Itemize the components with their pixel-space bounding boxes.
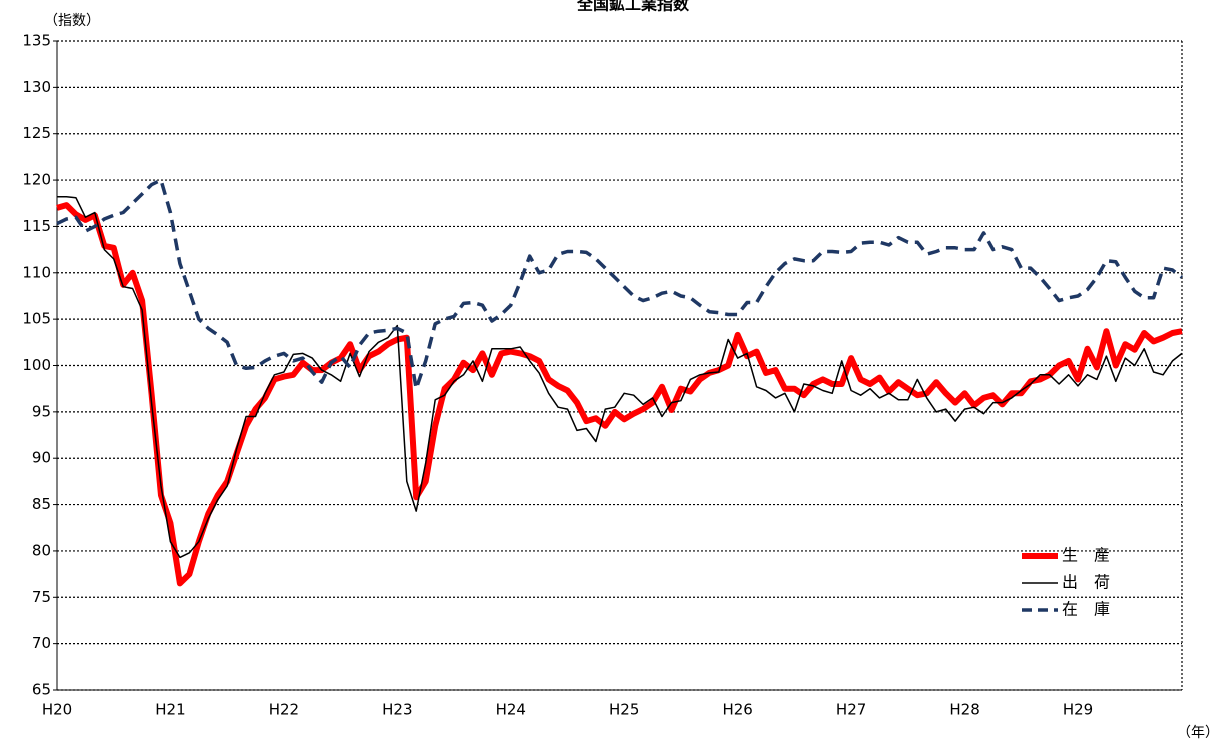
x-tick-label: H24	[496, 701, 526, 719]
x-tick-label: H23	[382, 701, 412, 719]
y-tick-label: 125	[22, 124, 51, 142]
y-tick-label: 105	[22, 310, 51, 328]
series-line	[57, 196, 1183, 559]
x-tick-label: H27	[836, 701, 866, 719]
x-tick-label: H20	[42, 701, 72, 719]
y-tick-label: 115	[22, 217, 51, 235]
chart-title: 全国鉱工業指数	[576, 0, 690, 14]
y-tick-label: 100	[22, 356, 51, 374]
x-tick-label: H21	[155, 701, 185, 719]
y-tick-label: 70	[32, 634, 51, 652]
y-tick-label: 120	[22, 171, 51, 189]
x-axis-label: （年）	[1177, 725, 1219, 741]
y-tick-label: 90	[32, 449, 51, 467]
x-tick-label: H22	[269, 701, 299, 719]
y-tick-label: 110	[22, 263, 51, 281]
x-tick-label: H28	[949, 701, 979, 719]
y-tick-label: 65	[32, 681, 51, 699]
x-tick-label: H29	[1063, 701, 1093, 719]
x-tick-label: H26	[722, 701, 752, 719]
y-tick-label: 80	[32, 541, 51, 559]
y-tick-label: 95	[32, 402, 51, 420]
legend-label: 出 荷	[1062, 573, 1110, 592]
x-tick-label: H25	[609, 701, 639, 719]
series-line	[56, 178, 1184, 391]
series-line	[56, 202, 1183, 587]
y-tick-label: 85	[32, 495, 51, 513]
y-tick-label: 135	[22, 32, 51, 50]
y-tick-label: 130	[22, 78, 51, 96]
legend-label: 生 産	[1062, 546, 1110, 565]
y-axis-label: （指数）	[44, 13, 100, 29]
legend-label: 在 庫	[1062, 600, 1110, 619]
y-tick-label: 75	[32, 588, 51, 606]
